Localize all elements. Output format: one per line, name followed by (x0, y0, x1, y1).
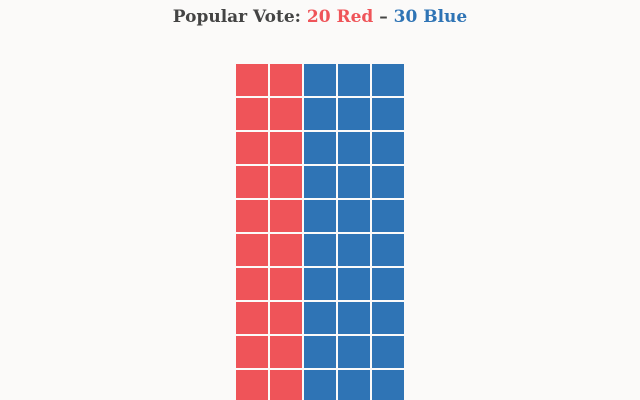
waffle-cell-blue (372, 200, 404, 232)
waffle-cell-red (270, 64, 302, 96)
waffle-cell-blue (372, 302, 404, 334)
waffle-cell-red (270, 98, 302, 130)
chart-title: Popular Vote: 20 Red – 30 Blue (0, 7, 640, 27)
waffle-cell-blue (304, 234, 336, 266)
waffle-cell-red (236, 166, 268, 198)
waffle-cell-red (270, 166, 302, 198)
waffle-cell-red (236, 268, 268, 300)
waffle-cell-blue (304, 302, 336, 334)
waffle-cell-blue (372, 268, 404, 300)
waffle-cell-blue (338, 132, 370, 164)
waffle-cell-blue (338, 200, 370, 232)
waffle-cell-red (236, 200, 268, 232)
waffle-cell-blue (372, 370, 404, 400)
waffle-cell-blue (338, 64, 370, 96)
blue-count-label: 30 Blue (393, 7, 468, 27)
waffle-cell-red (270, 336, 302, 368)
waffle-cell-blue (338, 166, 370, 198)
waffle-cell-blue (304, 98, 336, 130)
title-prefix: Popular Vote: (172, 7, 307, 27)
waffle-cell-blue (338, 98, 370, 130)
waffle-cell-blue (372, 132, 404, 164)
waffle-cell-red (270, 132, 302, 164)
waffle-cell-red (270, 200, 302, 232)
waffle-cell-red (236, 132, 268, 164)
waffle-cell-blue (338, 268, 370, 300)
waffle-cell-blue (304, 166, 336, 198)
waffle-cell-red (270, 370, 302, 400)
waffle-cell-red (236, 370, 268, 400)
waffle-cell-blue (338, 302, 370, 334)
waffle-cell-blue (304, 200, 336, 232)
waffle-cell-blue (372, 166, 404, 198)
waffle-cell-blue (304, 64, 336, 96)
waffle-cell-blue (338, 234, 370, 266)
waffle-cell-red (236, 302, 268, 334)
waffle-cell-blue (304, 370, 336, 400)
waffle-cell-blue (338, 370, 370, 400)
waffle-cell-blue (372, 234, 404, 266)
waffle-cell-blue (372, 336, 404, 368)
waffle-cell-red (236, 64, 268, 96)
waffle-cell-blue (338, 336, 370, 368)
waffle-cell-red (236, 234, 268, 266)
waffle-cell-blue (372, 98, 404, 130)
waffle-cell-red (270, 268, 302, 300)
red-count-label: 20 Red (306, 7, 374, 27)
waffle-cell-red (270, 302, 302, 334)
waffle-cell-red (236, 98, 268, 130)
waffle-cell-blue (304, 132, 336, 164)
waffle-cell-red (270, 234, 302, 266)
title-separator: – (373, 7, 394, 27)
waffle-cell-red (236, 336, 268, 368)
waffle-cell-blue (304, 336, 336, 368)
waffle-cell-blue (372, 64, 404, 96)
waffle-cell-blue (304, 268, 336, 300)
